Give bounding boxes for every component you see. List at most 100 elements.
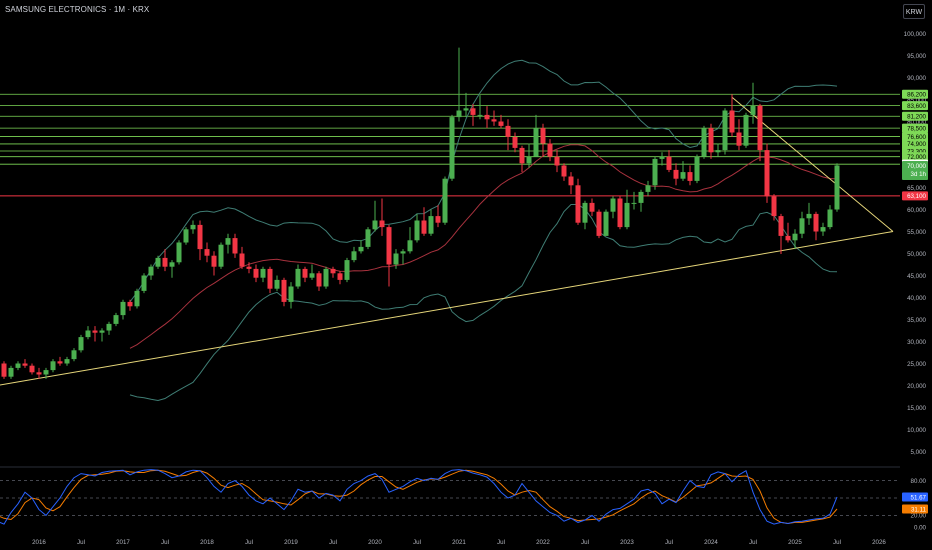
candle-body bbox=[358, 246, 364, 252]
candle bbox=[421, 207, 427, 236]
candle-body bbox=[484, 114, 490, 120]
candle-body bbox=[603, 211, 609, 236]
candle bbox=[43, 367, 49, 379]
candle-body bbox=[428, 216, 434, 234]
countdown-label: 3d 1h bbox=[911, 171, 927, 178]
candle-body bbox=[8, 367, 14, 377]
time-tick-label: 2016 bbox=[32, 539, 46, 546]
candle-body bbox=[267, 268, 273, 289]
candle bbox=[15, 361, 21, 371]
candle-body bbox=[442, 178, 448, 223]
candle-body bbox=[281, 279, 287, 302]
candle bbox=[57, 356, 63, 366]
stoch-d-label: 31.11 bbox=[911, 506, 927, 513]
candle bbox=[463, 92, 469, 118]
candle-body bbox=[729, 110, 735, 133]
bollinger-bands bbox=[129, 59, 838, 402]
level-label-bg bbox=[902, 139, 928, 149]
candle bbox=[680, 161, 686, 181]
candle bbox=[827, 205, 833, 230]
price-tick-label: 95,000 bbox=[907, 53, 926, 60]
candle bbox=[162, 249, 168, 272]
candle bbox=[596, 209, 602, 239]
candle bbox=[456, 47, 462, 122]
candle bbox=[820, 222, 826, 236]
candle bbox=[806, 202, 812, 225]
candle bbox=[36, 367, 42, 379]
level-label-bg bbox=[902, 131, 928, 141]
candle-body bbox=[323, 268, 329, 287]
candle bbox=[694, 154, 700, 184]
price-tick-label: 15,000 bbox=[907, 405, 926, 412]
time-tick-label: 2017 bbox=[116, 539, 130, 546]
candle-body bbox=[505, 125, 511, 137]
symbol-title: SAMSUNG ELECTRONICS · 1M · KRX bbox=[5, 5, 150, 14]
time-tick-label: 2022 bbox=[536, 539, 550, 546]
candle-body bbox=[687, 172, 693, 181]
candle-body bbox=[225, 238, 231, 245]
candle bbox=[211, 251, 217, 276]
candle bbox=[407, 227, 413, 254]
candle bbox=[624, 189, 630, 230]
stoch-rsi-pane: 80.00 20.00 0.00 51.67 31.11 bbox=[0, 466, 928, 531]
candle-body bbox=[463, 108, 469, 111]
candle-body bbox=[540, 128, 546, 144]
candle bbox=[554, 150, 560, 173]
candle-body bbox=[302, 268, 308, 278]
price-tick-label: 100,000 bbox=[904, 31, 927, 38]
candle bbox=[29, 363, 35, 375]
candle bbox=[330, 266, 336, 278]
candle-body bbox=[610, 198, 616, 212]
time-tick-label: 2019 bbox=[284, 539, 298, 546]
price-axis[interactable]: 100,00095,00090,00085,00080,00075,00070,… bbox=[904, 31, 927, 456]
candle-body bbox=[806, 213, 812, 219]
price-axis-labels: 86,200 83,600 81,200 78,500 76,60074,90073,3… bbox=[902, 89, 928, 201]
candle bbox=[141, 273, 147, 294]
candle bbox=[50, 359, 56, 373]
time-tick-label: Jul bbox=[413, 539, 421, 546]
candle-body bbox=[190, 224, 196, 230]
candle-body bbox=[449, 117, 455, 179]
candle bbox=[638, 189, 644, 212]
time-tick-label: Jul bbox=[161, 539, 169, 546]
candle bbox=[568, 172, 574, 195]
stoch-d-line bbox=[0, 469, 838, 525]
candle-body bbox=[407, 240, 413, 252]
candle-body bbox=[596, 211, 602, 236]
candle bbox=[617, 196, 623, 230]
candle-body bbox=[50, 361, 56, 371]
candle-body bbox=[673, 169, 679, 179]
candle bbox=[127, 299, 133, 311]
candle-body bbox=[183, 229, 189, 243]
candle bbox=[729, 94, 735, 137]
candle bbox=[113, 312, 119, 327]
candle-body bbox=[169, 262, 175, 267]
candle bbox=[414, 213, 420, 243]
level-label: 76,600 bbox=[907, 134, 926, 141]
candle bbox=[316, 271, 322, 291]
candle bbox=[470, 103, 476, 126]
candle bbox=[834, 163, 840, 212]
candle-body bbox=[708, 128, 714, 153]
candle-body bbox=[99, 330, 105, 333]
candle bbox=[225, 233, 231, 254]
candle-body bbox=[113, 315, 119, 324]
time-axis[interactable]: 2016 Jul 2017 Jul 2018 Jul 2019 Jul 2020 Jul 2021 J… bbox=[32, 539, 886, 546]
candle-body bbox=[792, 233, 798, 241]
candle bbox=[477, 95, 483, 120]
candle-body bbox=[743, 114, 749, 146]
candle bbox=[106, 321, 112, 335]
currency-button[interactable]: KRW bbox=[903, 4, 925, 19]
candle bbox=[603, 209, 609, 236]
candle-body bbox=[78, 337, 84, 351]
rising-trendline bbox=[0, 231, 894, 386]
price-tick-label: 45,000 bbox=[907, 273, 926, 280]
candle bbox=[785, 222, 791, 243]
candle bbox=[260, 266, 266, 283]
candle-body bbox=[799, 218, 805, 234]
time-tick-label: 2020 bbox=[368, 539, 382, 546]
time-tick-label: Jul bbox=[581, 539, 589, 546]
candle-body bbox=[365, 229, 371, 247]
price-tick-label: 50,000 bbox=[907, 251, 926, 258]
candle bbox=[372, 200, 378, 232]
